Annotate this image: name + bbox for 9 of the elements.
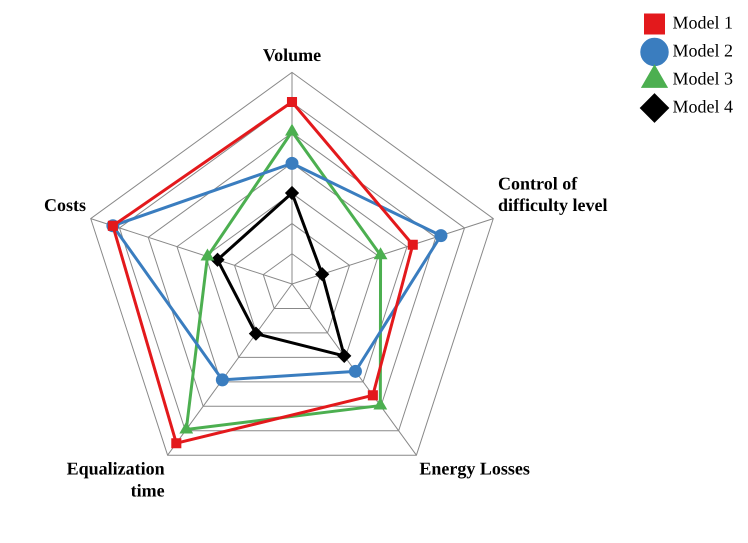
legend-label: Model 4 [672,96,734,117]
legend-label: Model 1 [672,12,734,33]
spoke-label: Costs [44,194,86,215]
spoke-label: Energy Losses [419,458,530,479]
legend-label: Model 2 [672,40,734,61]
spoke-label: Equalization time [66,458,165,500]
spoke-label: Control of difficulty level [498,173,608,215]
legend-label: Model 3 [672,68,734,89]
spoke-label: Volume [262,45,322,66]
